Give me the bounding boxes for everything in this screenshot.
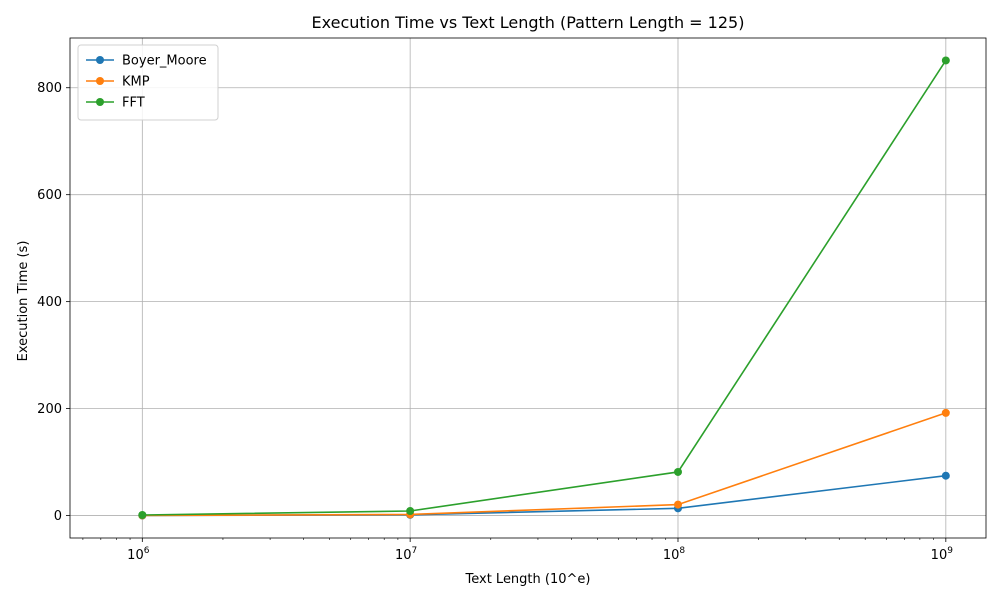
legend-label: KMP xyxy=(122,75,150,90)
y-tick-label: 800 xyxy=(37,81,62,96)
series-line-kmp xyxy=(142,412,947,517)
data-point-fft xyxy=(673,467,682,476)
legend-marker xyxy=(96,56,104,64)
plot-frame xyxy=(69,37,987,539)
x-tick-exponent: 8 xyxy=(679,546,685,556)
legend-marker xyxy=(96,98,104,106)
data-point-kmp xyxy=(673,500,682,509)
data-point-kmp xyxy=(941,408,950,417)
legend-label: FFT xyxy=(122,96,145,111)
y-tick-label: 400 xyxy=(37,295,62,310)
x-tick-exponent: 7 xyxy=(412,546,418,556)
data-point-fft xyxy=(941,56,950,65)
y-tick-label: 200 xyxy=(37,402,62,417)
y-tick-label: 0 xyxy=(54,509,62,524)
x-tick-exponent: 6 xyxy=(144,546,150,556)
data-point-fft xyxy=(406,506,415,515)
y-axis-label: Execution Time (s) xyxy=(16,241,31,362)
legend-marker xyxy=(96,77,104,85)
chart-title: Execution Time vs Text Length (Pattern L… xyxy=(312,13,745,32)
legend-label: Boyer_Moore xyxy=(122,54,207,69)
data-point-boyer_moore xyxy=(941,471,950,480)
x-tick-exponent: 9 xyxy=(947,546,953,556)
y-tick-label: 600 xyxy=(37,188,62,203)
series-line-fft xyxy=(142,60,947,516)
x-axis-label: Text Length (10^e) xyxy=(465,572,591,587)
data-point-fft xyxy=(138,511,147,520)
